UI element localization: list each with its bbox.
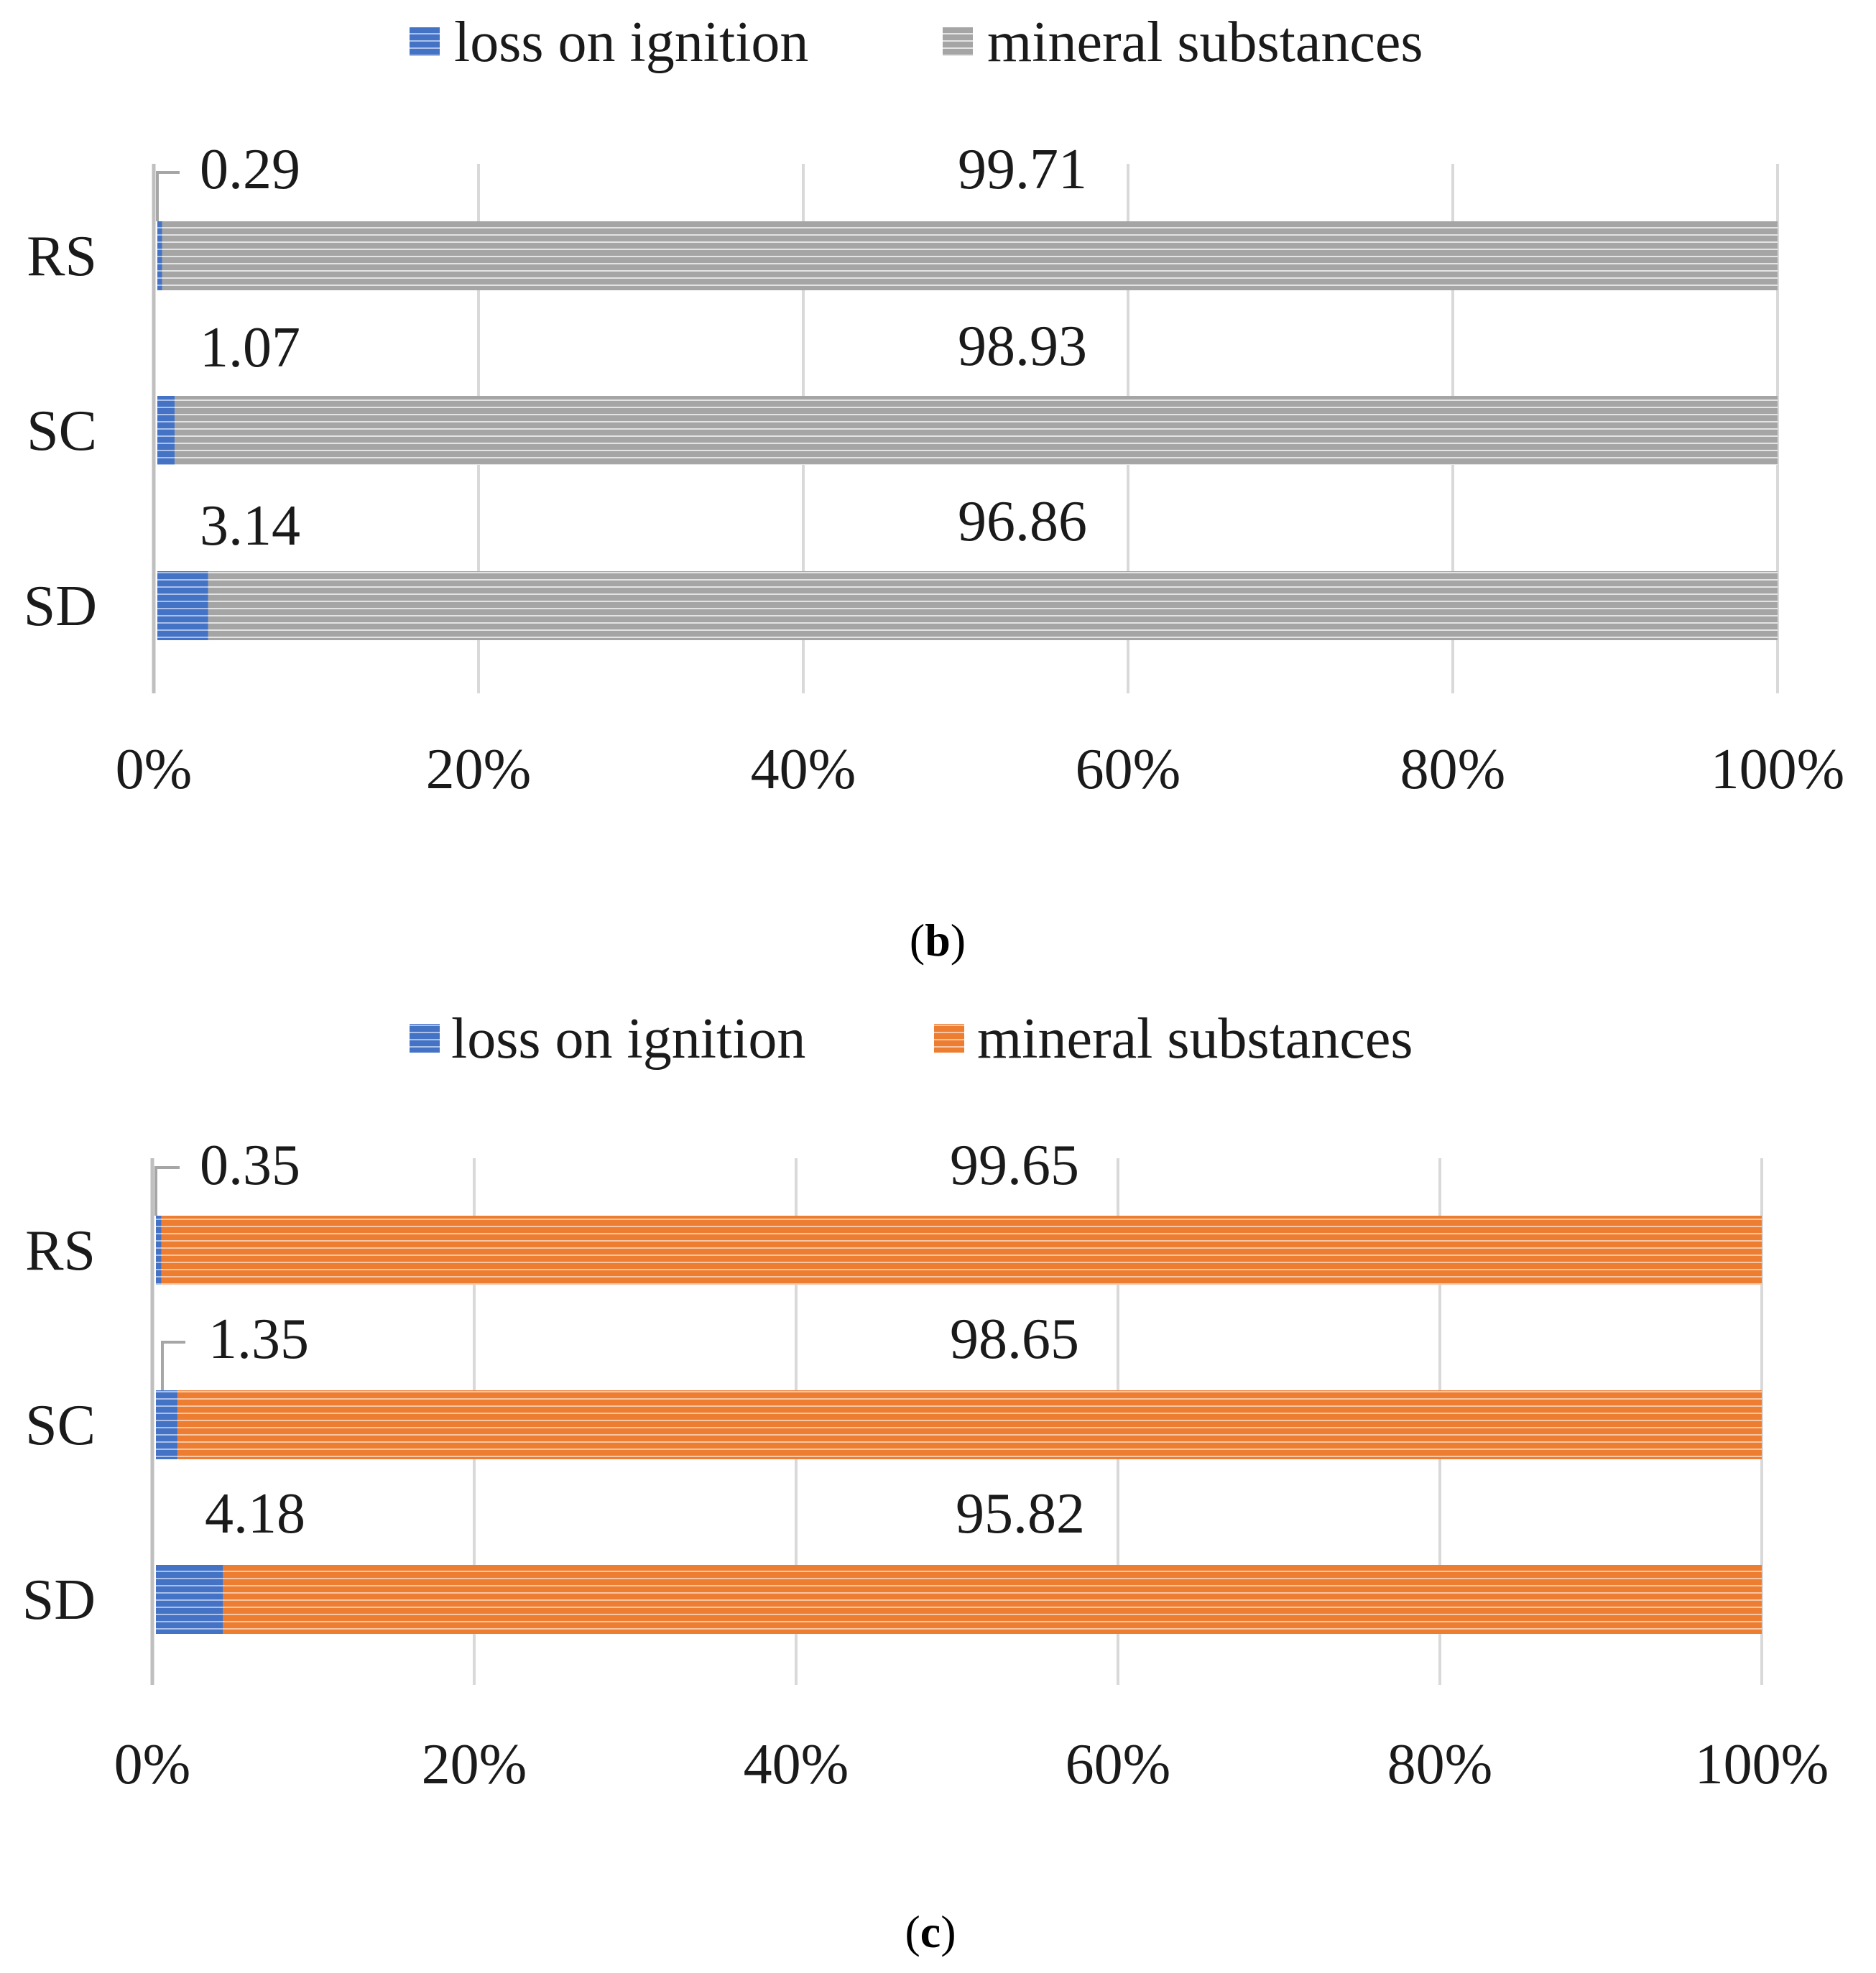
bar-mineral-substances-rs — [162, 221, 1778, 290]
bars — [157, 221, 1778, 640]
x-tick-label: 100% — [1695, 1733, 1829, 1796]
panel-caption: (c) — [905, 1906, 956, 1957]
value-label-loss-on-ignition-sd: 3.14 — [200, 494, 300, 558]
bar-mineral-substances-sc — [177, 1390, 1762, 1459]
leader-line — [161, 1341, 185, 1390]
legend-swatch-loss-on-ignition — [410, 1024, 440, 1053]
value-label-loss-on-ignition-sc: 1.07 — [200, 316, 300, 379]
bar-loss-on-ignition-sc — [157, 396, 175, 465]
leader-line — [156, 171, 180, 221]
bar-loss-on-ignition-sc — [156, 1390, 178, 1459]
x-tick-label: 60% — [1076, 738, 1181, 801]
chart-panel-c: loss on ignition mineral substances RS S… — [22, 1007, 1829, 1957]
bar-loss-on-ignition-sd — [156, 1565, 223, 1634]
x-tick-label: 20% — [426, 738, 532, 801]
x-tick-label: 60% — [1066, 1733, 1171, 1796]
y-axis-labels: RS SC SD — [24, 225, 97, 638]
x-tick-label: 40% — [744, 1733, 849, 1796]
bar-mineral-substances-sd — [208, 571, 1778, 640]
panel-caption: (b) — [910, 915, 966, 966]
bar-loss-on-ignition-rs — [156, 1216, 162, 1285]
x-tick-label: 0% — [116, 738, 193, 801]
value-label-mineral-substances-sc: 98.93 — [958, 315, 1087, 378]
x-axis-labels: 0% 20% 40% 60% 80% 100% — [114, 1733, 1829, 1796]
data-labels: 0.29 99.71 1.07 98.93 3.14 96.86 — [200, 138, 1087, 558]
value-label-loss-on-ignition-rs: 0.29 — [200, 138, 300, 201]
x-tick-label: 40% — [751, 738, 856, 801]
value-label-loss-on-ignition-sd: 4.18 — [205, 1482, 305, 1545]
x-axis-labels: 0% 20% 40% 60% 80% 100% — [116, 738, 1845, 801]
x-tick-label: 0% — [114, 1733, 191, 1796]
legend-swatch-mineral-substances — [943, 27, 973, 56]
value-label-mineral-substances-rs: 99.65 — [950, 1134, 1079, 1197]
x-tick-label: 80% — [1400, 738, 1506, 801]
legend: loss on ignition mineral substances — [410, 1007, 1413, 1071]
bar-mineral-substances-sc — [175, 396, 1778, 465]
x-tick-label: 100% — [1711, 738, 1845, 801]
data-labels: 0.35 99.65 1.35 98.65 4.18 95.82 — [200, 1134, 1085, 1545]
value-label-loss-on-ignition-rs: 0.35 — [200, 1134, 300, 1197]
category-label-rs: RS — [27, 225, 97, 288]
chart-panel-b: loss on ignition mineral substances RS S… — [24, 11, 1845, 966]
legend: loss on ignition mineral substances — [410, 11, 1423, 74]
bars — [156, 1216, 1762, 1634]
x-tick-label: 20% — [422, 1733, 527, 1796]
category-label-rs: RS — [25, 1219, 96, 1283]
value-label-mineral-substances-rs: 99.71 — [958, 138, 1087, 201]
bar-mineral-substances-rs — [161, 1216, 1762, 1285]
category-label-sc: SC — [27, 399, 97, 463]
category-label-sc: SC — [25, 1394, 96, 1457]
x-tick-label: 80% — [1387, 1733, 1493, 1796]
value-label-mineral-substances-sc: 98.65 — [950, 1308, 1079, 1371]
bar-loss-on-ignition-rs — [157, 221, 162, 290]
bar-loss-on-ignition-sd — [157, 571, 208, 640]
value-label-mineral-substances-sd: 96.86 — [958, 490, 1087, 553]
legend-swatch-loss-on-ignition — [410, 27, 440, 56]
value-label-loss-on-ignition-sc: 1.35 — [208, 1308, 309, 1371]
bar-mineral-substances-sd — [223, 1565, 1762, 1634]
y-axis-labels: RS SC SD — [22, 1219, 96, 1632]
category-label-sd: SD — [22, 1568, 96, 1632]
legend-label-loss-on-ignition: loss on ignition — [451, 1007, 805, 1071]
legend-label-loss-on-ignition: loss on ignition — [454, 11, 808, 74]
category-label-sd: SD — [24, 575, 97, 638]
legend-label-mineral-substances: mineral substances — [977, 1007, 1413, 1071]
leader-line — [154, 1166, 180, 1216]
legend-swatch-mineral-substances — [934, 1024, 964, 1053]
legend-label-mineral-substances: mineral substances — [987, 11, 1423, 74]
value-label-mineral-substances-sd: 95.82 — [956, 1482, 1085, 1545]
